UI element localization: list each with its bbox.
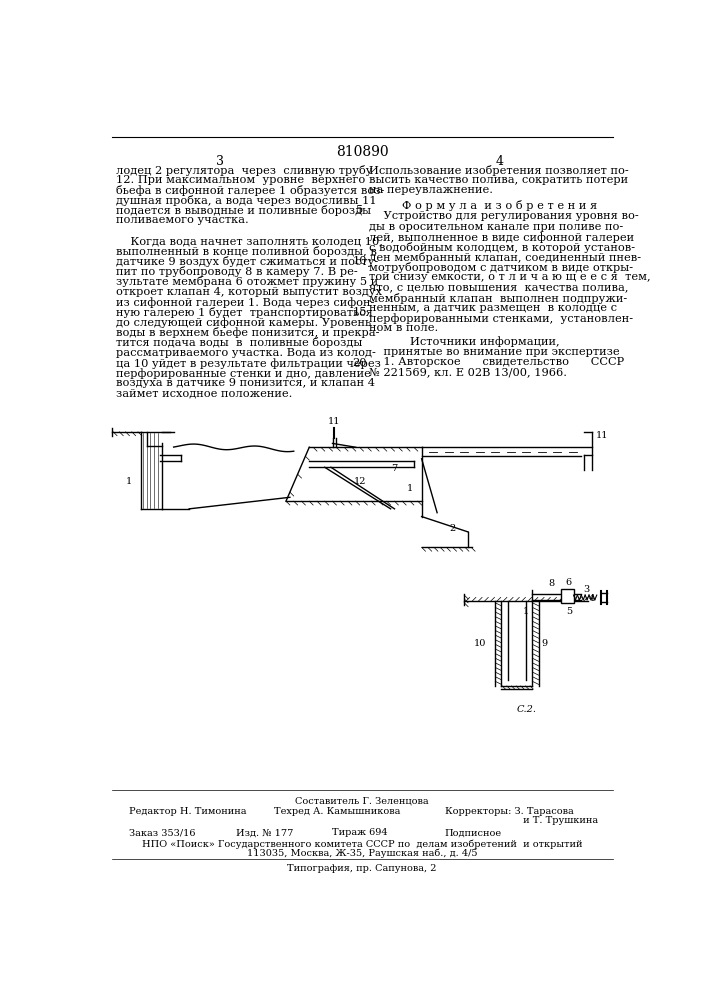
Text: ном в поле.: ном в поле. <box>369 323 438 333</box>
Text: из сифонной галереи 1. Вода через сифон-: из сифонной галереи 1. Вода через сифон- <box>115 297 374 308</box>
Text: Составитель Г. Зеленцова: Составитель Г. Зеленцова <box>295 796 428 805</box>
Text: 20: 20 <box>352 358 367 368</box>
Text: перфорированные стенки и дно, давление: перфорированные стенки и дно, давление <box>115 368 370 379</box>
Text: 1: 1 <box>126 477 132 486</box>
Text: 3: 3 <box>583 585 589 594</box>
Text: 3: 3 <box>216 155 224 168</box>
Text: С.2.: С.2. <box>516 705 536 714</box>
Text: на переувлажнение.: на переувлажнение. <box>369 185 493 195</box>
Text: воздуха в датчике 9 понизится, и клапан 4: воздуха в датчике 9 понизится, и клапан … <box>115 378 375 388</box>
Text: мембранный клапан  выполнен подпружи-: мембранный клапан выполнен подпружи- <box>369 293 627 304</box>
Text: рассматриваемого участка. Вода из колод-: рассматриваемого участка. Вода из колод- <box>115 348 375 358</box>
Text: поливаемого участка.: поливаемого участка. <box>115 215 248 225</box>
Text: 11: 11 <box>328 417 340 426</box>
Text: лодец 2 регулятора  через  сливную трубу: лодец 2 регулятора через сливную трубу <box>115 165 372 176</box>
Text: ца 10 уйдет в результате фильтрации через: ца 10 уйдет в результате фильтрации чере… <box>115 358 380 369</box>
Text: 4: 4 <box>495 155 503 168</box>
Text: подается в выводные и поливные борозды: подается в выводные и поливные борозды <box>115 205 370 216</box>
Text: Источники информации,: Источники информации, <box>380 337 559 347</box>
Text: лен мембранный клапан, соединенный пнев-: лен мембранный клапан, соединенный пнев- <box>369 252 641 263</box>
Text: Устройство для регулирования уровня во-: Устройство для регулирования уровня во- <box>369 211 638 221</box>
Text: душная пробка, а вода через водосливы 11: душная пробка, а вода через водосливы 11 <box>115 195 376 206</box>
Text: займет исходное положение.: займет исходное положение. <box>115 388 292 398</box>
Text: 10: 10 <box>352 256 367 266</box>
Text: тится подача воды  в  поливные борозды: тится подача воды в поливные борозды <box>115 337 362 348</box>
Text: № 221569, кл. Е 02В 13/00, 1966.: № 221569, кл. Е 02В 13/00, 1966. <box>369 367 567 377</box>
Text: пит по трубопроводу 8 в камеру 7. В ре-: пит по трубопроводу 8 в камеру 7. В ре- <box>115 266 357 277</box>
Text: 1: 1 <box>523 607 530 616</box>
Text: лей, выполненное в виде сифонной галереи: лей, выполненное в виде сифонной галереи <box>369 232 634 243</box>
Text: и Т. Трушкина: и Т. Трушкина <box>445 816 598 825</box>
Text: 5: 5 <box>566 607 572 616</box>
Text: 5: 5 <box>356 205 363 215</box>
Text: бьефа в сифонной галерее 1 образуется воз-: бьефа в сифонной галерее 1 образуется во… <box>115 185 384 196</box>
Text: 7: 7 <box>392 464 397 473</box>
Text: выполненный в конце поливной борозды, в: выполненный в конце поливной борозды, в <box>115 246 376 257</box>
Text: 810890: 810890 <box>336 145 388 159</box>
Text: Подписное: Подписное <box>445 828 502 837</box>
Text: той снизу емкости, о т л и ч а ю щ е е с я  тем,: той снизу емкости, о т л и ч а ю щ е е с… <box>369 272 650 282</box>
Text: 12. При максимальном  уровне  верхнего: 12. При максимальном уровне верхнего <box>115 175 365 185</box>
Text: воды в верхнем бьефе понизится, и прекра-: воды в верхнем бьефе понизится, и прекра… <box>115 327 379 338</box>
Text: откроет клапан 4, который выпустит воздух: откроет клапан 4, который выпустит возду… <box>115 287 382 297</box>
Text: мотрубопроводом с датчиком в виде откры-: мотрубопроводом с датчиком в виде откры- <box>369 262 633 273</box>
Text: Техред А. Камышникова: Техред А. Камышникова <box>274 807 401 816</box>
Text: 6: 6 <box>566 578 572 587</box>
Text: ды в оросительном канале при поливе по-: ды в оросительном канале при поливе по- <box>369 222 623 232</box>
Text: высить качество полива, сократить потери: высить качество полива, сократить потери <box>369 175 628 185</box>
Text: НПО «Поиск» Государственного комитета СССР по  делам изобретений  и открытий: НПО «Поиск» Государственного комитета СС… <box>141 839 582 849</box>
Text: Заказ 353/16: Заказ 353/16 <box>129 828 195 837</box>
Text: перфорированными стенками,  установлен-: перфорированными стенками, установлен- <box>369 313 633 324</box>
Text: 4: 4 <box>588 594 595 603</box>
Text: до следующей сифонной камеры. Уровень: до следующей сифонной камеры. Уровень <box>115 317 370 328</box>
Text: 15: 15 <box>352 307 367 317</box>
Text: 10: 10 <box>474 639 486 648</box>
Text: Типография, пр. Сапунова, 2: Типография, пр. Сапунова, 2 <box>287 864 437 873</box>
Bar <box>561 589 573 603</box>
Text: Изд. № 177: Изд. № 177 <box>235 828 293 837</box>
Text: принятые во внимание при экспертизе: принятые во внимание при экспертизе <box>369 347 619 357</box>
Text: 9: 9 <box>542 639 548 648</box>
Text: 8: 8 <box>548 579 554 588</box>
Text: 12: 12 <box>354 477 366 486</box>
Text: зультате мембрана 6 отожмет пружину 5 и: зультате мембрана 6 отожмет пружину 5 и <box>115 276 378 287</box>
Text: Корректоры: З. Тарасова: Корректоры: З. Тарасова <box>445 807 573 816</box>
Text: датчике 9 воздух будет сжиматься и посту-: датчике 9 воздух будет сжиматься и посту… <box>115 256 378 267</box>
Text: Когда вода начнет заполнять колодец 10,: Когда вода начнет заполнять колодец 10, <box>115 236 382 246</box>
Text: с водобойным колодцем, в которой установ-: с водобойным колодцем, в которой установ… <box>369 242 635 253</box>
Text: ную галерею 1 будет  транспортироваться: ную галерею 1 будет транспортироваться <box>115 307 373 318</box>
Text: 1: 1 <box>407 484 413 493</box>
Text: Тираж 694: Тираж 694 <box>332 828 388 837</box>
Text: 1. Авторское      свидетельство      СССР: 1. Авторское свидетельство СССР <box>369 357 624 367</box>
Text: 113035, Москва, Ж-35, Раушская наб., д. 4/5: 113035, Москва, Ж-35, Раушская наб., д. … <box>247 848 477 858</box>
Text: Использование изобретения позволяет по-: Использование изобретения позволяет по- <box>369 165 629 176</box>
Text: 11: 11 <box>596 431 609 440</box>
Text: что, с целью повышения  качества полива,: что, с целью повышения качества полива, <box>369 283 629 293</box>
Text: Редактор Н. Тимонина: Редактор Н. Тимонина <box>129 807 246 816</box>
Text: Ф о р м у л а  и з о б р е т е н и я: Ф о р м у л а и з о б р е т е н и я <box>402 200 597 211</box>
Text: ненным, а датчик размещен  в колодце с: ненным, а датчик размещен в колодце с <box>369 303 617 313</box>
Text: 2: 2 <box>450 524 456 533</box>
